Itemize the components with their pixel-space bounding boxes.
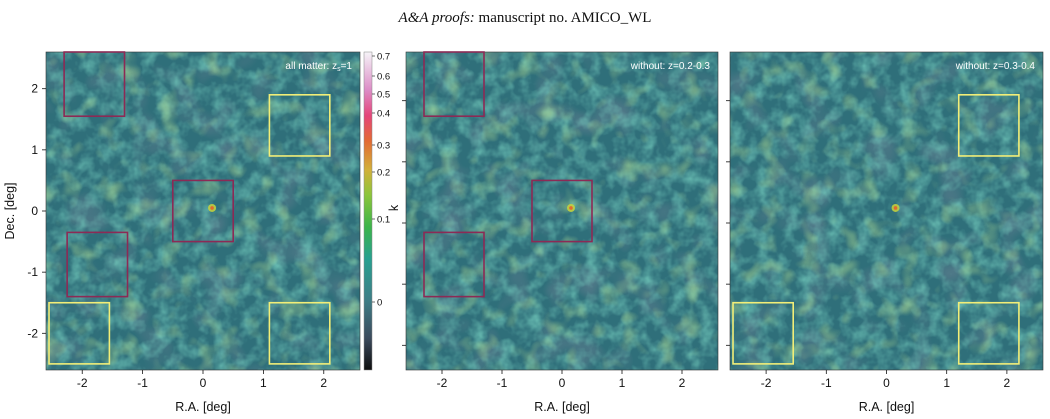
y-tick-label: 1 [31, 143, 38, 157]
manuscript-id: manuscript no. AMICO_WL [474, 10, 652, 26]
magenta-box-1 [423, 51, 485, 118]
panel-title: all matter: zs=1 [285, 61, 352, 73]
yellow-box-3 [268, 301, 331, 365]
x-tick-label: -1 [497, 376, 508, 390]
x-tick-label: 1 [619, 376, 626, 390]
x-tick-label: -2 [761, 376, 772, 390]
panel-1: all matter: zs=1 -2 -1 0 1 2 R.A. [deg] 2 1 0 -1 -2… [3, 51, 361, 414]
magenta-box-3 [66, 231, 129, 298]
x-tick-label: 1 [260, 376, 267, 390]
panel-3: without: z=0.3-0.4 -2 -1 0 1 2 R.A. [deg] [726, 51, 1044, 414]
x-tick-label: -1 [821, 376, 832, 390]
colorbar-tick-label: 0.4 [377, 109, 390, 120]
magenta-box-1 [63, 51, 126, 118]
x-tick-label: 0 [559, 376, 566, 390]
yellow-box-2 [732, 301, 795, 365]
x-axis-label: R.A. [deg] [534, 400, 590, 414]
x-tick-label: -1 [137, 376, 148, 390]
colorbar: 0.7 0.6 0.5 0.4 0.3 0.2 0.1 0 k [363, 52, 401, 371]
colorbar-tick-label: 0.3 [377, 141, 390, 152]
convergence-map [729, 51, 1044, 371]
panel-2: without: z=0.2-0.3 -2 -1 0 1 2 R.A. [deg] [402, 51, 719, 414]
x-tick-label: 2 [320, 376, 327, 390]
magenta-box-2 [531, 179, 593, 243]
y-tick-label: -2 [27, 326, 38, 340]
colorbar-tick-label: 0.2 [377, 168, 390, 179]
colorbar-tick-label: 0 [377, 298, 382, 309]
x-tick-label: 2 [679, 376, 686, 390]
magenta-box-3 [423, 231, 485, 298]
panel-title: without: z=0.2-0.3 [630, 61, 711, 72]
yellow-box-3 [957, 301, 1020, 365]
panel-title: without: z=0.3-0.4 [955, 61, 1036, 72]
y-tick-label: -1 [27, 265, 38, 279]
colorbar-tick-label: 0.1 [377, 215, 390, 226]
x-axis-label: R.A. [deg] [175, 400, 231, 414]
y-tick-label: 0 [31, 204, 38, 218]
x-tick-label: 1 [943, 376, 950, 390]
x-tick-label: 0 [200, 376, 207, 390]
colorbar-tick-label: 0.5 [377, 90, 390, 101]
convergence-map [405, 51, 719, 371]
y-tick-label: 2 [31, 82, 38, 96]
x-axis-label: R.A. [deg] [859, 400, 915, 414]
colorbar-tick-label: 0.6 [377, 72, 390, 83]
colorbar-tick-label: 0.7 [377, 52, 390, 63]
page-header: A&A proofs: manuscript no. AMICO_WL [0, 10, 1050, 27]
yellow-box-2 [48, 301, 111, 365]
x-tick-label: 0 [883, 376, 890, 390]
journal-name: A&A proofs: [398, 10, 475, 26]
magenta-box-2 [172, 179, 234, 243]
yellow-box-1 [268, 94, 331, 157]
colorbar-label: k [387, 204, 401, 211]
y-axis-label: Dec. [deg] [3, 183, 17, 240]
x-tick-label: 2 [1004, 376, 1011, 390]
x-tick-label: -2 [77, 376, 88, 390]
convergence-map [45, 51, 361, 371]
x-tick-label: -2 [437, 376, 448, 390]
yellow-box-1 [957, 94, 1020, 157]
